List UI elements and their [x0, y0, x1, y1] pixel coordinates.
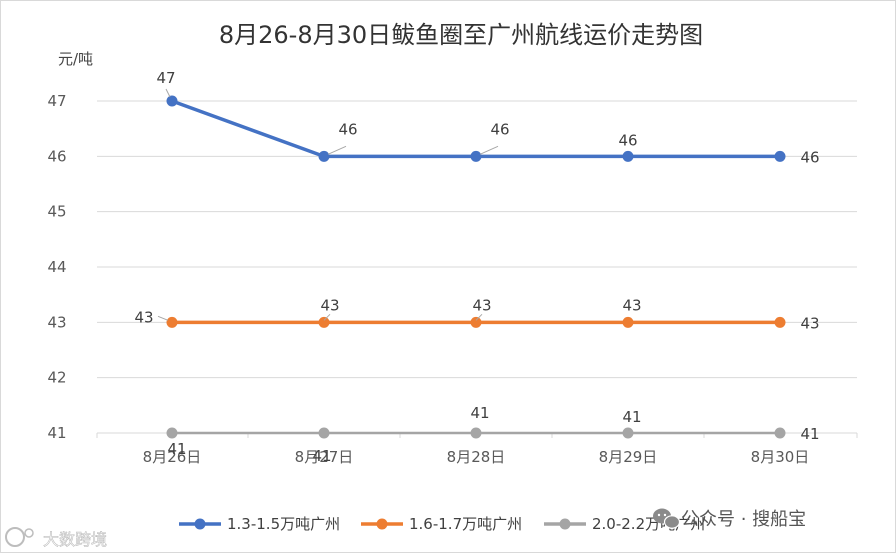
wechat-icon: [653, 508, 681, 529]
data-label: 46: [618, 131, 637, 149]
legend-label: 1.6-1.7万吨广州: [409, 515, 522, 533]
data-point: [318, 150, 330, 162]
x-tick-label: 8月26日: [143, 448, 202, 466]
leader-line: [165, 88, 171, 98]
data-point: [774, 150, 786, 162]
watermark-right: 公众号 · 搜船宝: [653, 508, 806, 530]
leader-line: [157, 315, 169, 321]
x-tick-labels: 8月26日 8月27日 8月28日 8月29日 8月30日: [143, 448, 810, 466]
y-tick-labels: 41 42 43 44 45 46 47: [47, 92, 66, 442]
y-tick-label: 47: [47, 92, 66, 110]
data-label: 43: [800, 314, 819, 332]
leader-line: [323, 313, 331, 321]
legend-swatch-marker: [194, 518, 206, 530]
data-label: 41: [622, 408, 641, 426]
data-point: [470, 316, 482, 328]
x-tick-label: 8月30日: [751, 448, 810, 466]
data-label: 41: [470, 404, 489, 422]
data-label: 41: [167, 440, 186, 458]
data-point: [318, 427, 330, 439]
y-tick-label: 43: [47, 313, 66, 331]
data-point: [166, 427, 178, 439]
data-label: 41: [312, 447, 331, 465]
leader-line: [479, 145, 499, 155]
data-point: [622, 427, 634, 439]
y-tick-label: 42: [47, 369, 66, 387]
watermark-right-text: 公众号 · 搜船宝: [681, 509, 806, 530]
data-label: 46: [338, 120, 357, 138]
data-point: [774, 427, 786, 439]
data-point: [166, 95, 178, 107]
x-tick-label: 8月28日: [447, 448, 506, 466]
data-label: 43: [472, 296, 491, 314]
data-label: 43: [622, 296, 641, 314]
data-point: [622, 150, 634, 162]
legend: 1.3-1.5万吨广州 1.6-1.7万吨广州 2.0-2.2万吨广州: [179, 515, 705, 533]
legend-swatch-marker: [559, 518, 571, 530]
legend-label: 1.3-1.5万吨广州: [227, 515, 340, 533]
data-label: 46: [490, 120, 509, 138]
data-point: [166, 316, 178, 328]
data-label: 43: [134, 308, 153, 326]
data-point: [470, 150, 482, 162]
data-labels: 47 46 46 46 46 43 43 43 43 43 41 41 41 41 41: [134, 69, 819, 465]
data-point: [318, 316, 330, 328]
y-tick-label: 44: [47, 258, 66, 276]
data-point: [470, 427, 482, 439]
data-point: [622, 316, 634, 328]
data-label: 41: [800, 425, 819, 443]
y-tick-label: 41: [47, 424, 66, 442]
y-tick-label: 45: [47, 203, 66, 221]
leader-line: [475, 313, 483, 321]
series-line: [171, 99, 780, 159]
legend-swatch-marker: [376, 518, 388, 530]
data-label: 46: [800, 148, 819, 166]
data-label: 47: [156, 69, 175, 87]
series-lines: [166, 95, 786, 439]
x-tick-label: 8月27日: [295, 448, 354, 466]
data-label: 43: [320, 296, 339, 314]
logo-icon: [5, 527, 34, 547]
chart-title: 8月26-8月30日鲅鱼圈至广州航线运价走势图: [219, 21, 703, 49]
leader-line: [327, 145, 347, 155]
watermark-left: 大数跨境: [5, 527, 107, 549]
watermark-left-text: 大数跨境: [43, 530, 107, 549]
data-point: [774, 316, 786, 328]
y-tick-label: 46: [47, 147, 66, 165]
x-tick-label: 8月29日: [599, 448, 658, 466]
y-axis-unit: 元/吨: [58, 50, 93, 68]
